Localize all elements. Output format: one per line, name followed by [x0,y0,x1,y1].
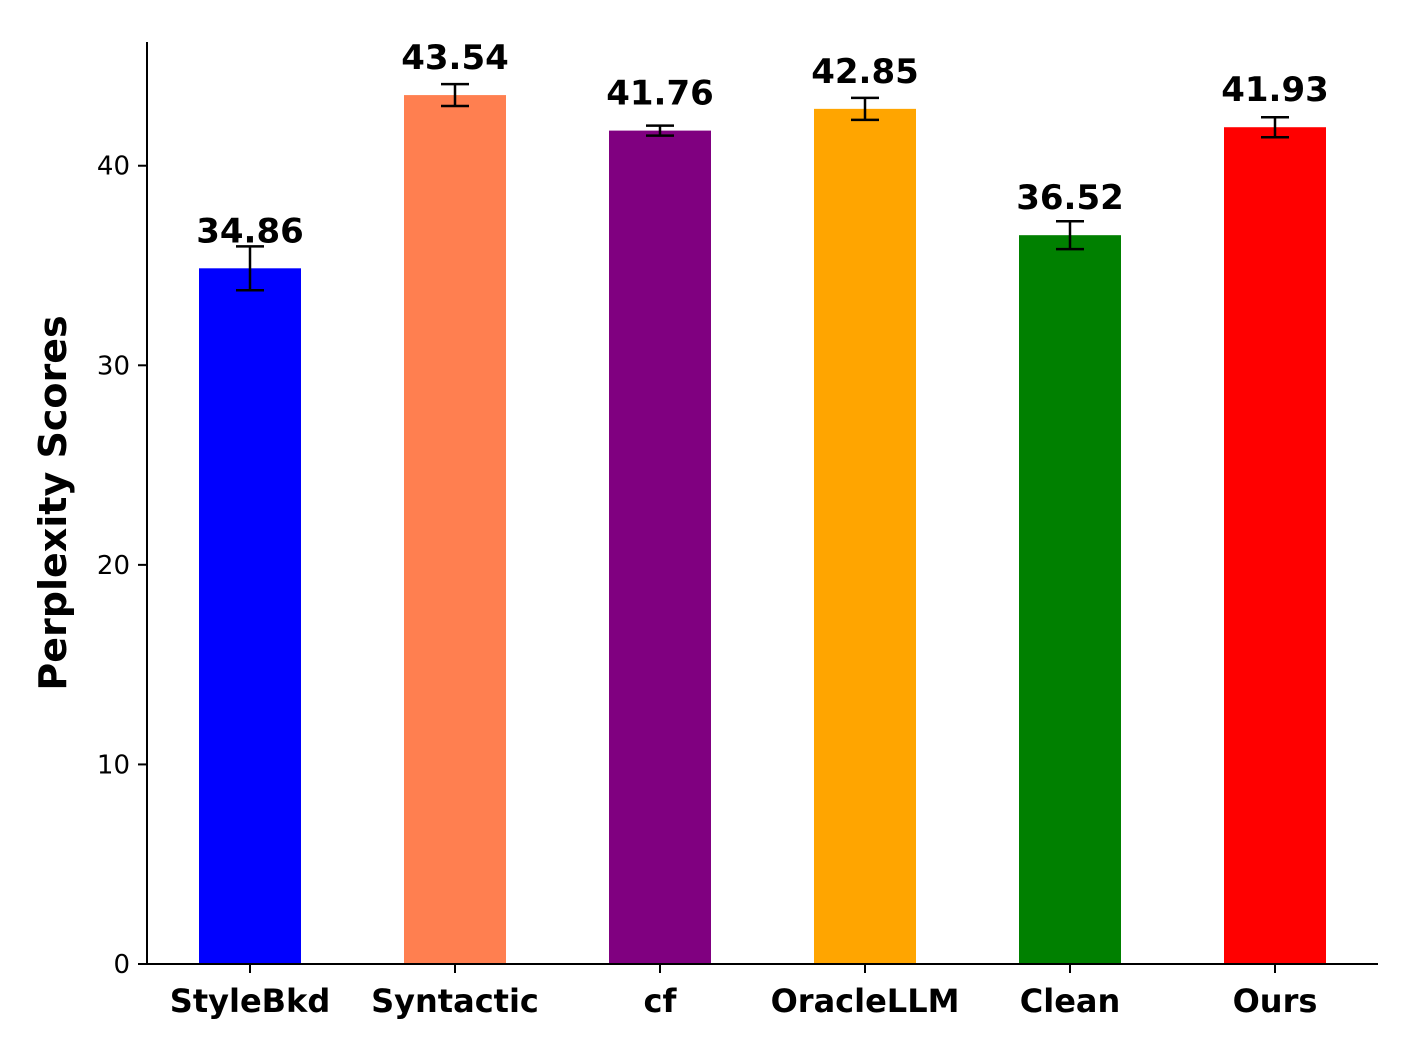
bar-1 [404,95,506,965]
bar-3 [814,108,916,964]
data-labels-group: 34.86 43.54 41.76 42.85 36.52 41.93 [196,38,1329,251]
data-label-1: 43.54 [401,38,509,78]
x-tick-label-1: Syntactic [371,982,539,1020]
y-tick-label-0: 0 [113,950,130,980]
x-tick-label-0: StyleBkd [170,982,330,1020]
bars-group [199,95,1326,965]
y-ticks-group: 0 10 20 30 40 [97,152,147,980]
data-label-3: 42.85 [811,52,919,92]
bar-0 [199,268,301,964]
x-ticks-group: StyleBkd Syntactic cf OracleLLM Clean Ours [170,964,1318,1020]
x-tick-label-3: OracleLLM [771,982,960,1020]
y-axis-title: Perplexity Scores [31,315,75,690]
data-label-4: 36.52 [1016,178,1124,218]
data-label-0: 34.86 [196,211,304,251]
x-tick-label-5: Ours [1233,982,1318,1020]
y-tick-label-3: 30 [97,351,130,381]
x-tick-label-2: cf [644,982,678,1020]
bar-5 [1224,127,1326,964]
data-label-2: 41.76 [606,74,714,114]
data-label-5: 41.93 [1221,70,1329,110]
y-tick-label-2: 20 [97,551,130,581]
bar-2 [609,130,711,964]
y-tick-label-1: 10 [97,750,130,780]
x-tick-label-4: Clean [1020,982,1121,1020]
y-tick-label-4: 40 [97,152,130,182]
error-bars-group [236,82,1289,292]
bar-4 [1019,235,1121,964]
